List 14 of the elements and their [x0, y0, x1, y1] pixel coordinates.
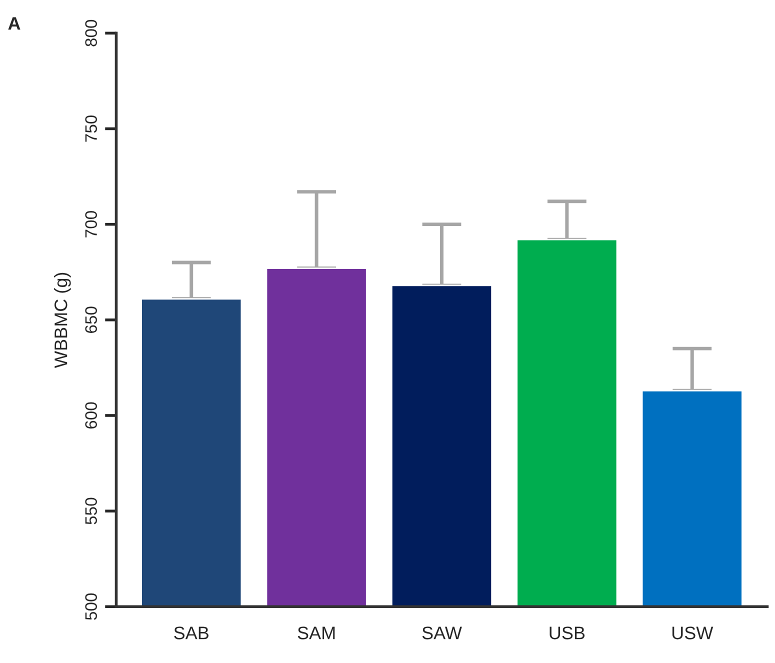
- y-tick-label: 500: [85, 593, 97, 620]
- x-tick-label: SAB: [174, 626, 208, 640]
- y-axis-title: WBBMC (g): [54, 272, 71, 368]
- y-tick-label: 700: [85, 211, 97, 238]
- y-tick-label: 600: [85, 402, 97, 429]
- x-tick-label: SAW: [422, 626, 462, 640]
- x-tick-label: SAM: [298, 626, 335, 640]
- y-tick-label: 650: [85, 306, 97, 333]
- y-tick-label: 750: [85, 115, 97, 142]
- x-tick-label: USW: [672, 626, 714, 640]
- y-tick-label: 550: [85, 498, 97, 524]
- y-tick-label: 800: [85, 20, 97, 46]
- chart-title: A: [8, 17, 20, 30]
- x-tick-label: USB: [550, 626, 585, 640]
